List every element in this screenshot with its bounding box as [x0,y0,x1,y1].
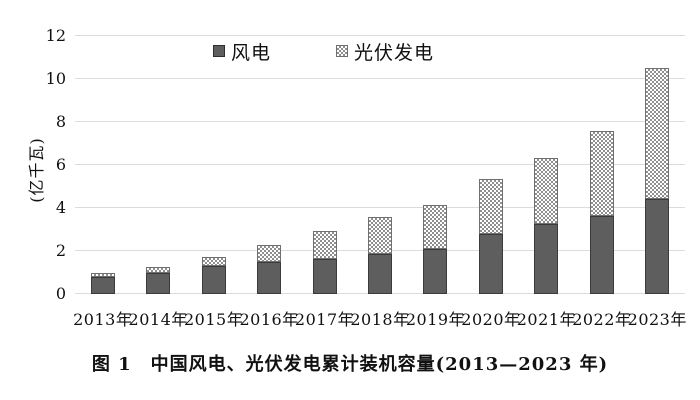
bar-group [257,245,282,294]
gridline [75,121,685,122]
bar-group [90,273,115,294]
bar-group [146,267,171,294]
x-tick-label: 2023年 [627,310,687,329]
bar-segment-solar [645,68,670,200]
bar-segment-solar [90,273,115,278]
legend-item-solar: 光伏发电 [336,38,434,65]
bar-segment-solar [368,217,392,255]
y-tick-label: 0 [55,284,66,303]
bar-group [589,131,614,294]
gridline [75,207,685,208]
bar-group [534,157,559,294]
bar-segment-wind [90,277,115,294]
y-tick-label: 10 [45,69,66,88]
x-tick-label: 2020年 [461,310,521,329]
bar-segment-solar [257,245,282,262]
bar-segment-solar [312,230,337,259]
bar-group [312,230,337,294]
bar-group [201,257,226,294]
y-tick-label: 12 [45,26,66,45]
gridline [75,164,685,165]
bar-group [478,179,503,294]
legend-label-solar: 光伏发电 [354,41,435,64]
y-tick-label: 4 [55,198,66,217]
x-tick-label: 2018年 [350,310,410,329]
gridline [75,78,685,79]
x-tick-label: 2017年 [294,310,355,329]
bar-segment-wind [257,262,282,294]
bar-segment-wind [589,215,614,294]
x-tick-label: 2016年 [239,310,299,329]
bar-segment-wind [368,254,392,294]
bar-segment-wind [423,248,448,294]
bar-segment-solar [478,179,503,234]
bar-segment-solar [423,204,448,249]
legend-label-wind: 风电 [231,41,272,64]
bar-group [645,68,670,294]
legend-item-wind: 风电 [213,38,271,65]
x-tick-label: 2014年 [128,310,188,329]
plot-area [75,35,685,294]
bar-segment-solar [201,257,226,267]
x-axis-ticks: 2013年 2014年 2015年 2016年 2017年 2018年 2019年 2020年… [73,306,687,330]
legend: 风电 光伏发电 [213,38,434,65]
wind-swatch-icon [213,45,225,57]
bar-segment-wind [478,233,503,294]
x-tick-label: 2022年 [572,310,632,329]
x-tick-label: 2021年 [516,310,576,329]
bar-segment-solar [589,131,614,216]
bar-segment-wind [534,223,559,294]
bar-group [368,217,392,294]
bar-segment-solar [146,267,171,274]
bar-segment-wind [645,199,670,294]
y-tick-label: 6 [55,155,66,174]
bar-segment-solar [534,157,559,224]
y-tick-label: 8 [55,112,66,131]
bar-segment-wind [312,258,337,294]
bar-segment-wind [201,266,226,294]
gridline [75,35,685,36]
y-tick-label: 2 [55,241,66,260]
solar-checker-swatch-icon [336,45,349,57]
x-tick-label: 2013年 [73,310,133,329]
figure-caption: 图 1 中国风电、光伏发电累计装机容量(2013—2023 年) [91,354,609,375]
bar-group [423,204,448,294]
bar-segment-wind [146,273,171,294]
x-tick-label: 2015年 [184,310,244,329]
x-tick-label: 2019年 [405,310,466,329]
